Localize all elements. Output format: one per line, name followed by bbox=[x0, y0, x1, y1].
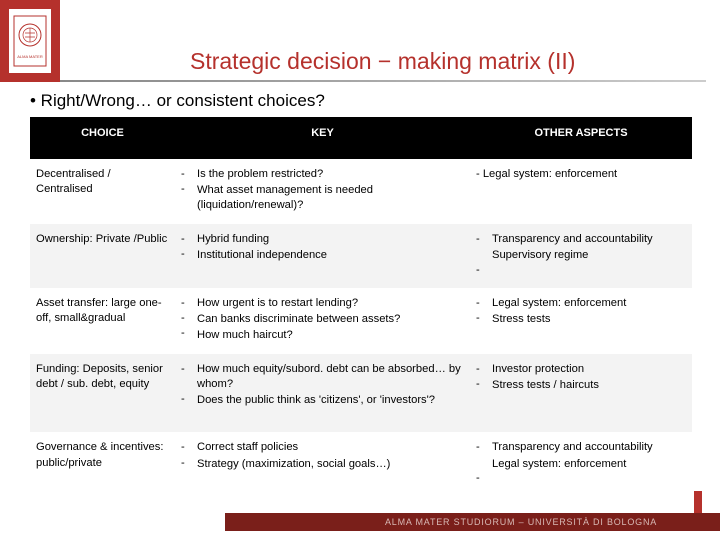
cell-other: --Legal system: enforcementStress tests bbox=[470, 288, 692, 354]
cell-other: - Legal system: enforcement bbox=[470, 159, 692, 224]
cell-choice: Decentralised / Centralised bbox=[30, 159, 175, 224]
table-row: Funding: Deposits, senior debt / sub. de… bbox=[30, 354, 692, 432]
col-other: OTHER ASPECTS bbox=[470, 117, 692, 159]
table-row: Ownership: Private /Public--Hybrid fundi… bbox=[30, 224, 692, 287]
seal-icon: ALMA MATER bbox=[13, 15, 47, 67]
cell-key: - - How much equity/subord. debt can be … bbox=[175, 354, 470, 432]
cell-key: --Correct staff policiesStrategy (maximi… bbox=[175, 432, 470, 495]
table-row: Decentralised / Centralised-- Is the pro… bbox=[30, 159, 692, 224]
svg-text:ALMA MATER: ALMA MATER bbox=[17, 54, 43, 59]
cell-choice: Funding: Deposits, senior debt / sub. de… bbox=[30, 354, 175, 432]
col-choice: CHOICE bbox=[30, 117, 175, 159]
title-divider bbox=[14, 80, 706, 82]
cell-choice: Governance & incentives: public/private bbox=[30, 432, 175, 495]
accent-mark bbox=[694, 491, 702, 513]
cell-key: --Hybrid fundingInstitutional independen… bbox=[175, 224, 470, 287]
cell-other: - -Transparency and accountabilitySuperv… bbox=[470, 224, 692, 287]
cell-choice: Asset transfer: large one-off, small&gra… bbox=[30, 288, 175, 354]
footer-text: ALMA MATER STUDIORUM ‒ UNIVERSITÀ DI BOL… bbox=[385, 517, 657, 527]
footer-bar: ALMA MATER STUDIORUM ‒ UNIVERSITÀ DI BOL… bbox=[225, 513, 720, 531]
logo-seal: ALMA MATER bbox=[7, 7, 53, 75]
decision-matrix-table: CHOICE KEY OTHER ASPECTS Decentralised /… bbox=[30, 117, 692, 496]
slide-subtitle: • Right/Wrong… or consistent choices? bbox=[30, 91, 325, 111]
cell-other: --Investor protectionStress tests / hair… bbox=[470, 354, 692, 432]
cell-other: - -Transparency and accountabilityLegal … bbox=[470, 432, 692, 495]
logo-badge: ALMA MATER bbox=[0, 0, 60, 82]
col-key: KEY bbox=[175, 117, 470, 159]
table-header-row: CHOICE KEY OTHER ASPECTS bbox=[30, 117, 692, 159]
cell-key: ---How urgent is to restart lending?Can … bbox=[175, 288, 470, 354]
table-row: Asset transfer: large one-off, small&gra… bbox=[30, 288, 692, 354]
cell-choice: Ownership: Private /Public bbox=[30, 224, 175, 287]
cell-key: -- Is the problem restricted?What asset … bbox=[175, 159, 470, 224]
table-row: Governance & incentives: public/private-… bbox=[30, 432, 692, 495]
slide-title: Strategic decision − making matrix (II) bbox=[190, 48, 575, 75]
